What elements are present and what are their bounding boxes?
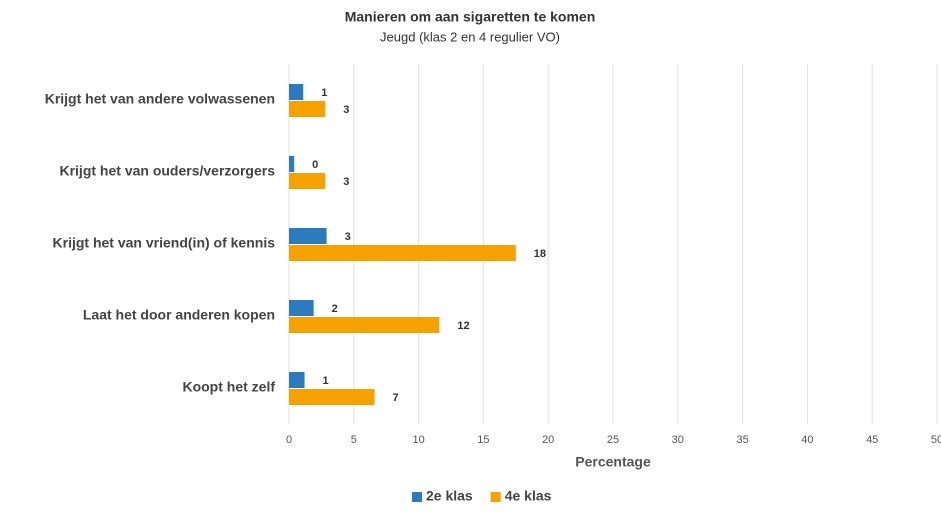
bar bbox=[289, 245, 516, 261]
bar bbox=[289, 372, 305, 388]
chart-subtitle: Jeugd (klas 2 en 4 regulier VO) bbox=[380, 29, 560, 44]
bar bbox=[289, 300, 314, 316]
x-tick-label: 35 bbox=[736, 434, 748, 446]
value-label: 3 bbox=[345, 231, 351, 243]
bar bbox=[289, 228, 327, 244]
bar bbox=[289, 84, 304, 100]
value-label: 18 bbox=[534, 248, 546, 260]
bar bbox=[289, 156, 295, 172]
legend-label: 4e klas bbox=[505, 488, 552, 504]
x-tick-label: 45 bbox=[866, 434, 878, 446]
bar bbox=[289, 101, 326, 117]
x-tick-label: 30 bbox=[672, 434, 684, 446]
value-label: 0 bbox=[312, 159, 318, 171]
legend-swatch bbox=[412, 492, 422, 502]
value-label: 1 bbox=[321, 87, 327, 99]
value-label: 3 bbox=[343, 104, 349, 116]
x-tick-label: 5 bbox=[351, 434, 357, 446]
x-tick-label: 40 bbox=[801, 434, 813, 446]
bar bbox=[289, 317, 440, 333]
legend-label: 2e klas bbox=[426, 488, 473, 504]
x-tick-label: 15 bbox=[477, 434, 489, 446]
category-label: Krijgt het van andere volwassenen bbox=[45, 91, 275, 107]
category-label: Laat het door anderen kopen bbox=[83, 307, 275, 323]
chart-title: Manieren om aan sigaretten te komen bbox=[345, 9, 596, 25]
value-label: 3 bbox=[343, 176, 349, 188]
category-label: Krijgt het van ouders/verzorgers bbox=[59, 163, 275, 179]
value-label: 1 bbox=[323, 375, 329, 387]
bar bbox=[289, 389, 375, 405]
x-tick-label: 50 bbox=[931, 434, 941, 446]
x-axis-title: Percentage bbox=[575, 454, 651, 470]
x-tick-label: 20 bbox=[542, 434, 554, 446]
x-tick-label: 0 bbox=[286, 434, 292, 446]
category-label: Koopt het zelf bbox=[182, 379, 275, 395]
legend-swatch bbox=[490, 492, 501, 502]
x-tick-label: 10 bbox=[412, 434, 424, 446]
x-tick-label: 25 bbox=[607, 434, 619, 446]
bar bbox=[289, 173, 326, 189]
category-label: Krijgt het van vriend(in) of kennis bbox=[53, 235, 276, 251]
value-label: 7 bbox=[393, 392, 399, 404]
value-label: 12 bbox=[457, 320, 469, 332]
value-label: 2 bbox=[332, 303, 338, 315]
